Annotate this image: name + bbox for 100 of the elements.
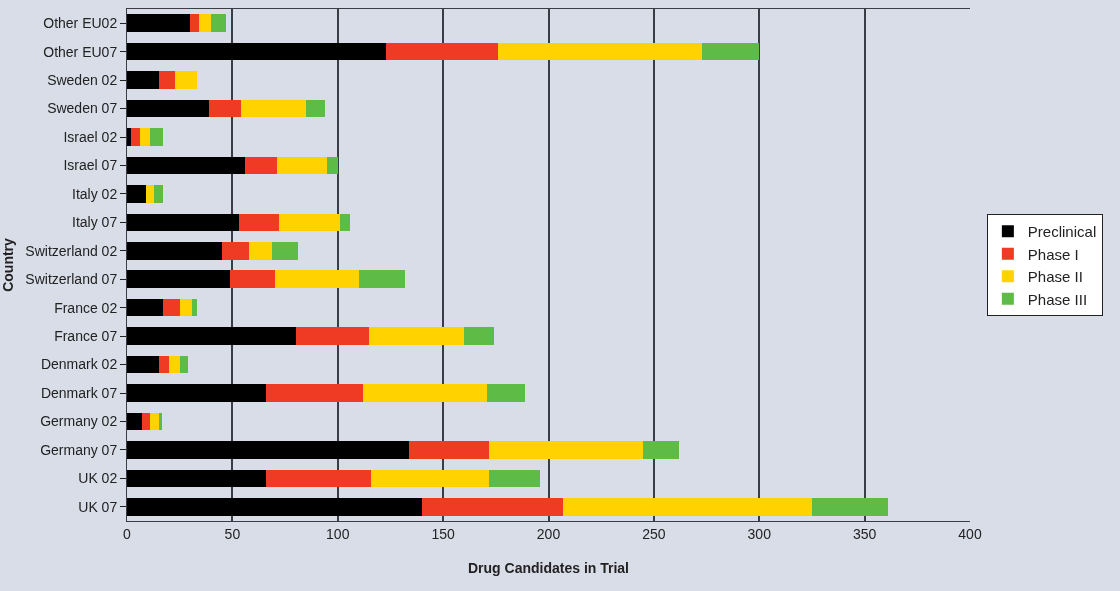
- bar: [145, 185, 155, 203]
- y-tick-label: France 07: [54, 328, 118, 345]
- y-tick-label: Germany 02: [40, 413, 118, 430]
- x-tick-label: 250: [642, 525, 666, 542]
- y-tick-label: Italy 02: [72, 185, 118, 202]
- bar: [276, 156, 328, 175]
- bar: [386, 42, 498, 61]
- bar: [127, 156, 246, 175]
- bar: [266, 469, 372, 488]
- x-tick-label: 350: [852, 525, 877, 542]
- bar: [198, 14, 212, 33]
- bar: [643, 441, 680, 459]
- bar: [127, 412, 142, 431]
- bar: [139, 128, 151, 146]
- bar: [127, 241, 222, 260]
- bar: [127, 185, 146, 203]
- bar: [249, 241, 273, 260]
- y-tick-label: Germany 07: [40, 441, 118, 458]
- y-tick-label: France 02: [54, 299, 118, 316]
- x-tick-label: 300: [747, 525, 772, 542]
- bar: [369, 327, 465, 345]
- bar: [158, 71, 176, 89]
- legend-label: Preclinical: [1027, 223, 1097, 241]
- y-tick-label: UK 07: [78, 498, 118, 515]
- y-tick-label: Israel 07: [63, 157, 118, 174]
- x-tick-label: 50: [224, 525, 241, 542]
- bar: [211, 14, 227, 33]
- x-tick-label: 200: [536, 525, 561, 542]
- y-tick-label: Italy 07: [72, 214, 118, 231]
- bar: [409, 441, 490, 459]
- bar: [154, 185, 163, 203]
- bar: [127, 441, 410, 459]
- x-tick-label: 400: [958, 525, 982, 542]
- legend-label: Phase I: [1027, 245, 1079, 263]
- bar: [266, 384, 364, 402]
- legend-label: Phase II: [1027, 268, 1083, 286]
- y-tick-label: Switzerland 07: [25, 271, 118, 288]
- x-tick-label: 150: [431, 525, 456, 542]
- bar: [141, 412, 151, 431]
- bar: [127, 298, 163, 317]
- y-tick-label: Denmark 02: [40, 356, 118, 373]
- bar: [150, 128, 163, 146]
- y-tick-label: Switzerland 02: [25, 242, 118, 259]
- y-tick-label: Other EU02: [43, 15, 118, 32]
- bar: [327, 156, 338, 175]
- bar: [278, 213, 340, 232]
- bar: [238, 213, 279, 232]
- bar: [175, 71, 197, 89]
- y-tick-label: Other EU07: [43, 43, 118, 60]
- bar: [274, 270, 359, 289]
- bar: [295, 327, 370, 345]
- bar: [127, 14, 191, 33]
- y-tick-label: Sweden 02: [47, 72, 118, 89]
- bar: [240, 99, 307, 118]
- bar: [489, 441, 644, 459]
- legend-label: Phase III: [1027, 290, 1088, 308]
- bar: [158, 355, 170, 374]
- bar: [221, 241, 250, 260]
- bar: [127, 327, 296, 345]
- bar: [127, 384, 267, 402]
- bar: [127, 270, 231, 289]
- bar: [811, 497, 888, 516]
- y-tick-label: Israel 02: [63, 128, 118, 145]
- bar: [702, 42, 760, 61]
- bar: [127, 71, 159, 89]
- bar: [131, 128, 140, 146]
- bar: [371, 469, 490, 488]
- bar: [563, 497, 812, 516]
- y-tick-label: Sweden 07: [47, 100, 118, 117]
- bar: [464, 327, 494, 345]
- bar: [190, 14, 199, 33]
- bar: [127, 213, 239, 232]
- bar: [127, 497, 423, 516]
- bar: [127, 128, 132, 146]
- bar: [497, 42, 703, 61]
- bar: [169, 355, 180, 374]
- bar: [127, 99, 210, 118]
- bar: [192, 298, 197, 317]
- bar: [339, 213, 351, 232]
- bar: [306, 99, 326, 118]
- bar: [179, 355, 189, 374]
- bar: [162, 298, 180, 317]
- bar: [489, 469, 541, 488]
- bar: [230, 270, 275, 289]
- bar: [363, 384, 488, 402]
- bar: [127, 42, 387, 61]
- bar: [422, 497, 564, 516]
- bar: [209, 99, 241, 118]
- bar: [487, 384, 526, 402]
- bar: [179, 298, 193, 317]
- y-tick-label: UK 02: [78, 470, 118, 487]
- y-axis-title: Country: [0, 237, 16, 292]
- x-tick-label: 100: [326, 525, 350, 542]
- x-axis-title: Drug Candidates in Trial: [467, 560, 630, 576]
- bar: [127, 469, 267, 488]
- bar: [158, 412, 162, 431]
- bar: [358, 270, 406, 289]
- bar: [245, 156, 277, 175]
- bar: [150, 412, 159, 431]
- y-tick-label: Denmark 07: [40, 384, 118, 401]
